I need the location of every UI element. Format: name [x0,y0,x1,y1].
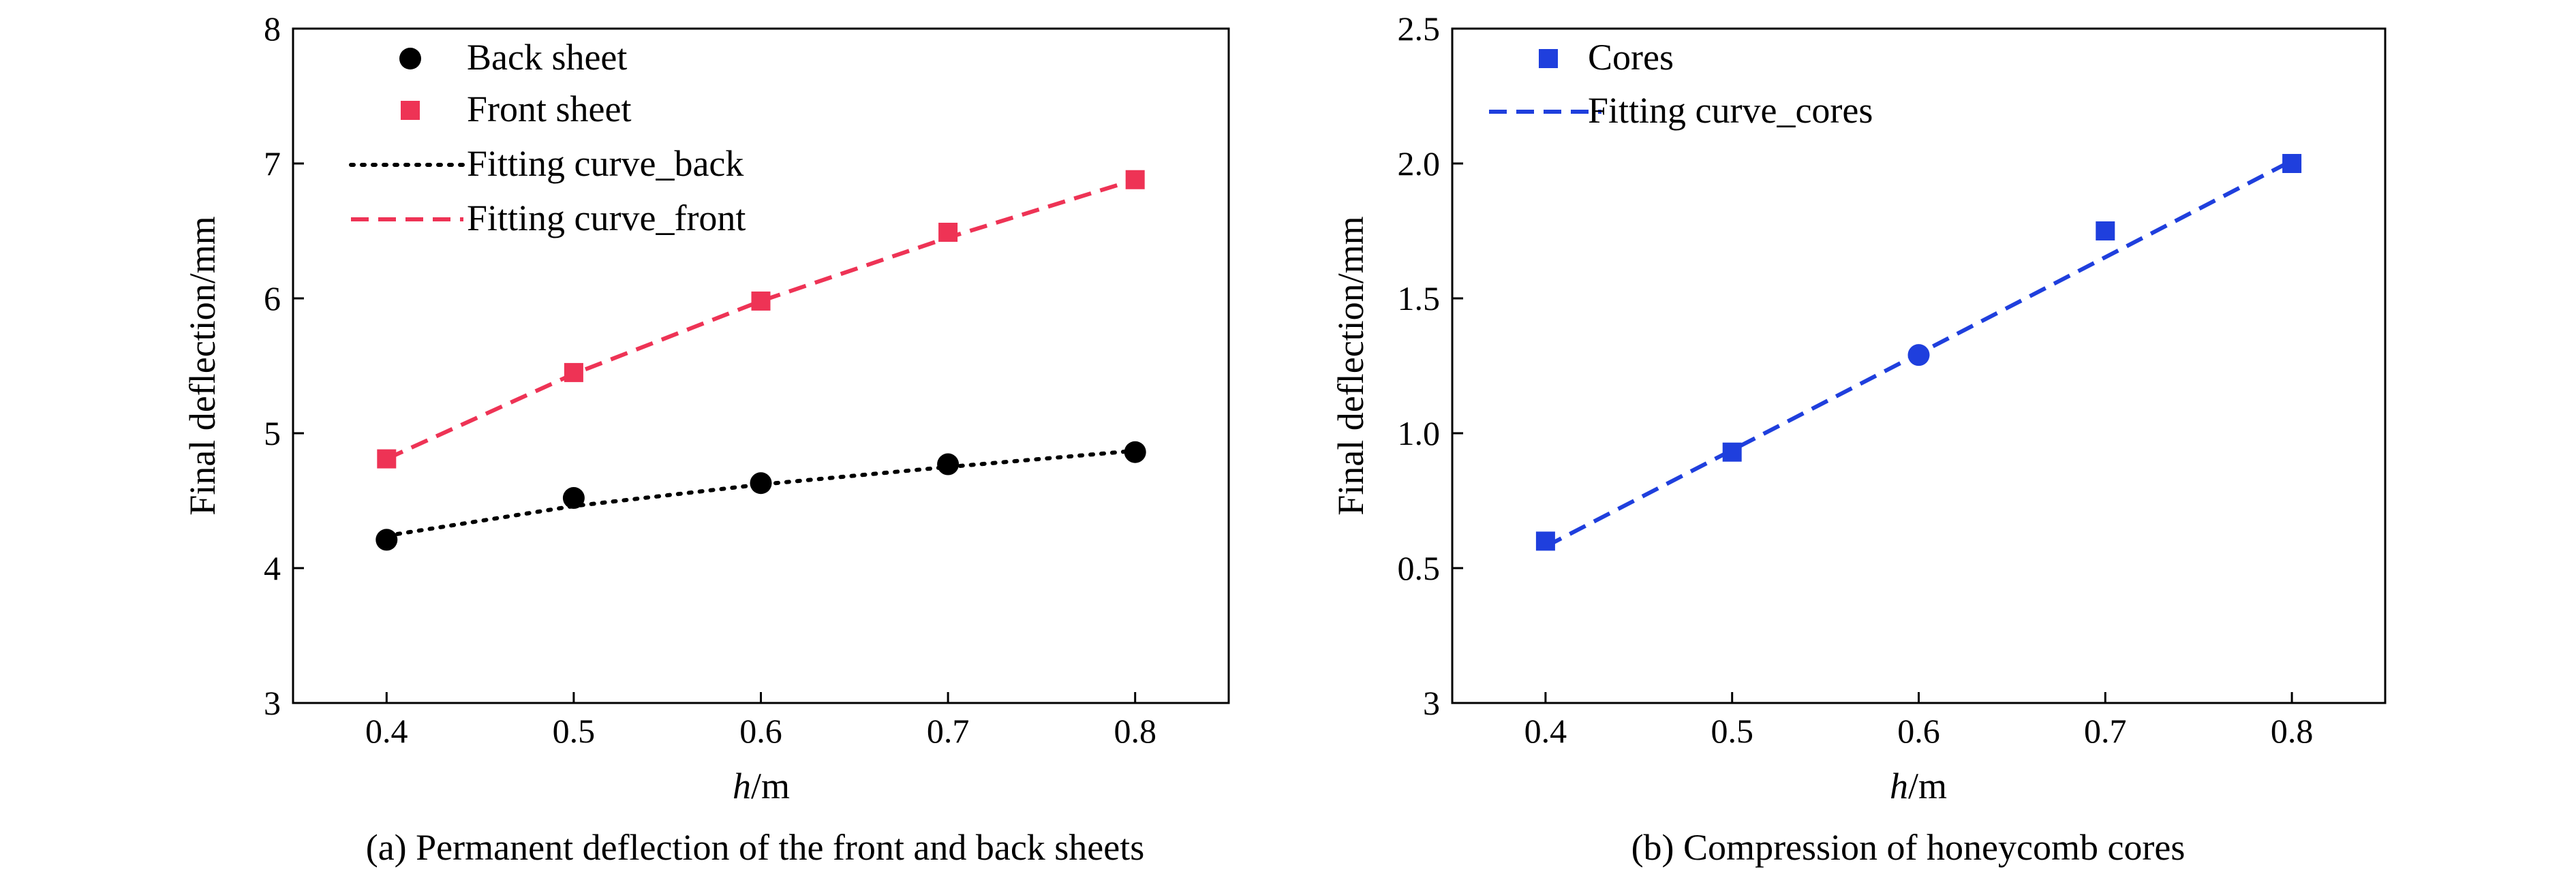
plot-frame-0 [292,27,1230,704]
x-tick-label: 0.5 [553,712,596,750]
x-axis-label: h/m [1890,766,1947,807]
y-tick-label: 4 [264,549,281,587]
x-tick-label: 0.7 [2084,712,2127,750]
legend-entry-fitting-curve-cores-label: Fitting curve_cores [1588,90,1873,131]
y-tick-label: 2.5 [1398,10,1441,48]
data-point [564,362,583,382]
data-point [1124,441,1146,463]
y-axis-label: Final deflection/mm [1330,216,1371,515]
y-tick-label: 6 [264,279,281,317]
legend-entry-back-sheet-label: Back sheet [467,37,627,78]
fit-line-fitting-curve-front [386,177,1136,461]
x-tick-label: 0.8 [2271,712,2314,750]
y-tick-label: 3 [264,684,281,722]
data-point [377,449,397,469]
y-axis-label: Final deflection/mm [182,216,223,515]
legend-entry-back-sheet-marker [399,48,421,69]
legend-entry-front-sheet-marker [401,101,420,120]
data-point [938,222,958,242]
data-point [937,453,960,475]
legend-entry-front-sheet-label: Front sheet [467,89,631,129]
data-point [1722,442,1742,462]
data-point [750,472,772,495]
y-tick-label: 3 [1423,684,1440,722]
data-point [1535,531,1555,551]
x-tick-label: 0.4 [365,712,408,750]
data-point [562,487,585,510]
x-axis-label-symbol: h [733,766,751,807]
y-tick-label: 5 [264,414,281,452]
data-point [375,529,398,551]
x-tick-label: 0.4 [1524,712,1567,750]
y-tick-label: 0.5 [1398,549,1441,587]
legend-entry-cores-label: Cores [1588,37,1674,78]
x-tick-label: 0.6 [1897,712,1940,750]
x-axis-label: h/m [733,766,790,807]
data-point [751,291,771,311]
data-point [1907,344,1930,366]
x-tick-label: 0.7 [927,712,970,750]
x-axis-label-unit: /m [1908,766,1947,807]
x-tick-label: 0.5 [1711,712,1753,750]
x-axis-label-unit: /m [751,766,790,807]
data-point [1125,170,1145,189]
data-point [2282,154,2302,173]
x-tick-label: 0.8 [1114,712,1156,750]
y-tick-label: 2.0 [1398,144,1441,183]
y-tick-label: 1.5 [1398,279,1441,317]
figure-caption: (b) Compression of honeycomb cores [1631,827,2186,868]
y-tick-label: 8 [264,10,281,48]
legend-entry-cores-marker [1539,49,1558,68]
y-tick-label: 7 [264,144,281,183]
data-point [2096,221,2115,240]
y-tick-label: 1.0 [1398,414,1441,452]
legend-entry-fitting-curve-back-label: Fitting curve_back [467,143,743,184]
legend-entry-fitting-curve-front-label: Fitting curve_front [467,198,746,238]
x-axis-label-symbol: h [1890,766,1908,807]
x-tick-label: 0.6 [739,712,782,750]
figure-caption: (a) Permanent deflection of the front an… [366,827,1145,868]
